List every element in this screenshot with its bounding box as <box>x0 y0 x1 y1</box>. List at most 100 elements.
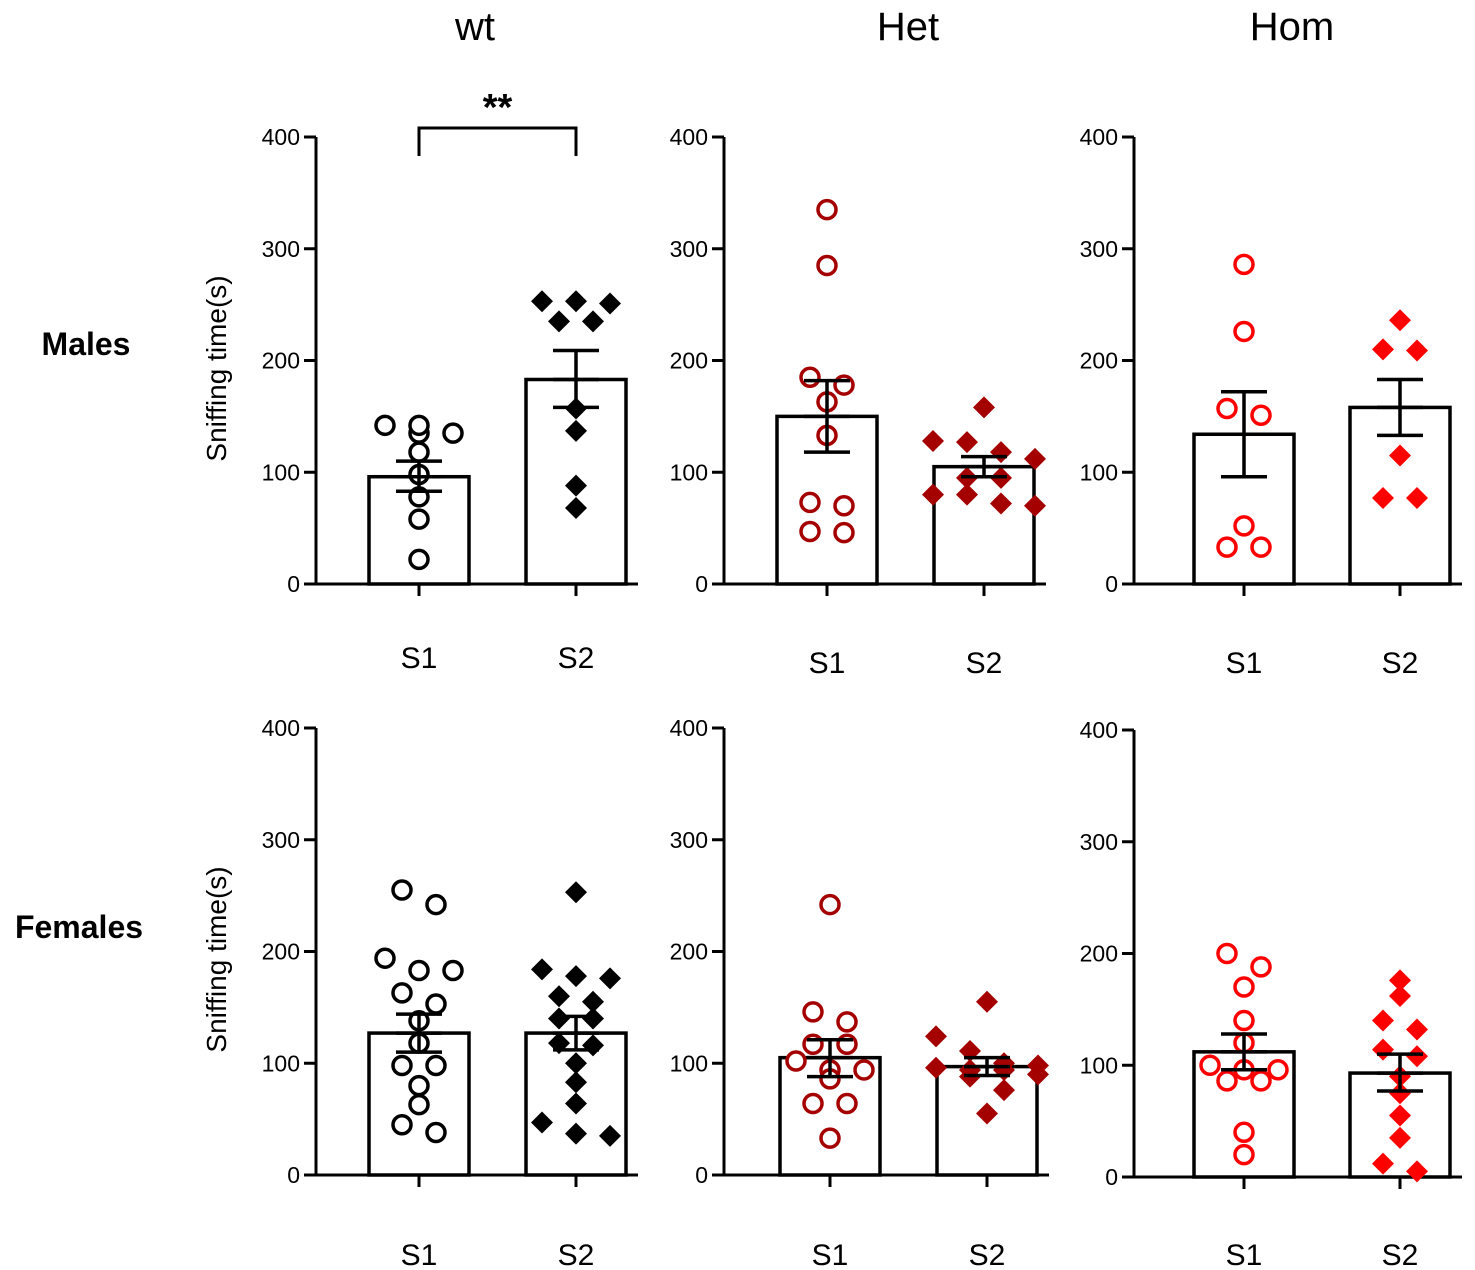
y-tick-label: 100 <box>670 1050 708 1076</box>
y-tick-label: 0 <box>287 571 300 597</box>
y-tick-label: 200 <box>1080 348 1118 374</box>
y-tick-label: 400 <box>670 715 708 741</box>
data-point <box>1024 494 1046 517</box>
y-tick-label: 100 <box>670 459 708 485</box>
data-point <box>1389 969 1411 992</box>
data-point <box>1233 976 1255 998</box>
data-point <box>1267 1058 1289 1081</box>
data-point <box>1216 397 1238 420</box>
data-point <box>1372 1009 1394 1032</box>
data-point <box>833 374 855 396</box>
y-tick-label: 200 <box>262 939 300 965</box>
data-point <box>1216 942 1238 965</box>
y-tick-label: 100 <box>262 459 300 485</box>
data-point <box>922 429 944 452</box>
data-point <box>408 441 430 463</box>
y-tick-label: 300 <box>1080 236 1118 262</box>
data-point <box>374 947 396 969</box>
data-point <box>1233 1143 1255 1166</box>
y-tick-label: 300 <box>262 827 300 853</box>
data-point <box>1389 1082 1411 1105</box>
data-point <box>391 1054 413 1077</box>
y-tick-label: 100 <box>1080 459 1118 485</box>
data-point <box>548 310 570 333</box>
data-point <box>565 419 587 442</box>
data-point <box>990 492 1012 515</box>
data-point <box>802 1033 824 1056</box>
data-point <box>425 993 447 1015</box>
x-tick-label-s2: S2 <box>969 1239 1006 1270</box>
y-tick-label: 0 <box>1105 1164 1118 1190</box>
row-label-males: Males <box>42 326 131 362</box>
y-tick-label: 200 <box>670 939 708 965</box>
y-tick-label: 200 <box>670 348 708 374</box>
data-point <box>819 893 841 916</box>
chart-panel-males-wt: 0 100 200 300 400 Sniffing time(s) S1 S2 ** <box>201 87 638 675</box>
data-point <box>548 1007 570 1030</box>
data-point <box>531 290 553 313</box>
data-point <box>956 431 978 454</box>
x-tick-label-s1: S1 <box>401 642 438 675</box>
data-point <box>833 521 855 544</box>
data-point <box>1372 486 1394 509</box>
data-point <box>802 1001 824 1023</box>
y-tick-label: 400 <box>262 124 300 150</box>
data-point <box>922 483 944 506</box>
row-label-females: Females <box>15 909 143 945</box>
data-point <box>408 548 430 571</box>
x-tick-label-s2: S2 <box>966 647 1003 680</box>
x-tick-label-s2: S2 <box>558 642 595 675</box>
column-title-het: Het <box>877 5 939 49</box>
data-point <box>1233 1121 1255 1144</box>
y-tick-label: 200 <box>1080 941 1118 967</box>
column-title-wt: wt <box>454 5 495 49</box>
y-tick-label: 300 <box>670 236 708 262</box>
bar-s2 <box>932 464 1036 586</box>
data-point <box>1372 1152 1394 1175</box>
chart-panel-females-het: 0 100 200 300 400 S1 S2 <box>670 715 1049 1270</box>
data-point <box>442 422 464 444</box>
data-point <box>582 1007 604 1030</box>
data-point <box>836 1011 858 1033</box>
x-tick-label-s2: S2 <box>558 1239 595 1270</box>
data-point <box>1027 1063 1049 1086</box>
data-point <box>599 1124 621 1147</box>
data-point <box>1389 984 1411 1007</box>
data-point <box>976 1102 998 1125</box>
data-point <box>565 881 587 904</box>
data-point <box>925 1025 947 1048</box>
data-point <box>973 396 995 419</box>
data-point <box>1233 320 1255 343</box>
data-point <box>1216 1070 1238 1092</box>
y-tick-label: 400 <box>1080 717 1118 743</box>
data-point <box>548 985 570 1008</box>
chart-panels: 0 100 200 300 400 Sniffing time(s) S1 S2 ** 0 100 2… <box>201 87 1462 1270</box>
data-point <box>565 1092 587 1115</box>
data-point <box>565 1052 587 1075</box>
data-point <box>1233 253 1255 276</box>
data-point <box>799 366 821 389</box>
data-point <box>976 990 998 1013</box>
data-point <box>1250 1070 1272 1092</box>
data-point <box>816 254 838 277</box>
data-point <box>1406 1045 1428 1068</box>
data-point <box>819 1127 841 1149</box>
data-point <box>836 1033 858 1056</box>
data-point <box>816 198 838 221</box>
data-point <box>408 959 430 982</box>
data-point <box>1406 1160 1428 1183</box>
data-point <box>1199 1054 1221 1076</box>
data-point <box>799 491 821 514</box>
data-point <box>1372 338 1394 361</box>
data-point <box>1024 447 1046 470</box>
data-point <box>391 879 413 901</box>
data-point <box>391 1113 413 1136</box>
data-point <box>565 474 587 497</box>
data-point <box>785 1050 807 1072</box>
y-tick-label: 100 <box>1080 1052 1118 1078</box>
data-point <box>1250 956 1272 978</box>
data-point <box>833 495 855 517</box>
x-tick-label-s1: S1 <box>809 647 846 680</box>
column-title-hom: Hom <box>1250 5 1334 49</box>
